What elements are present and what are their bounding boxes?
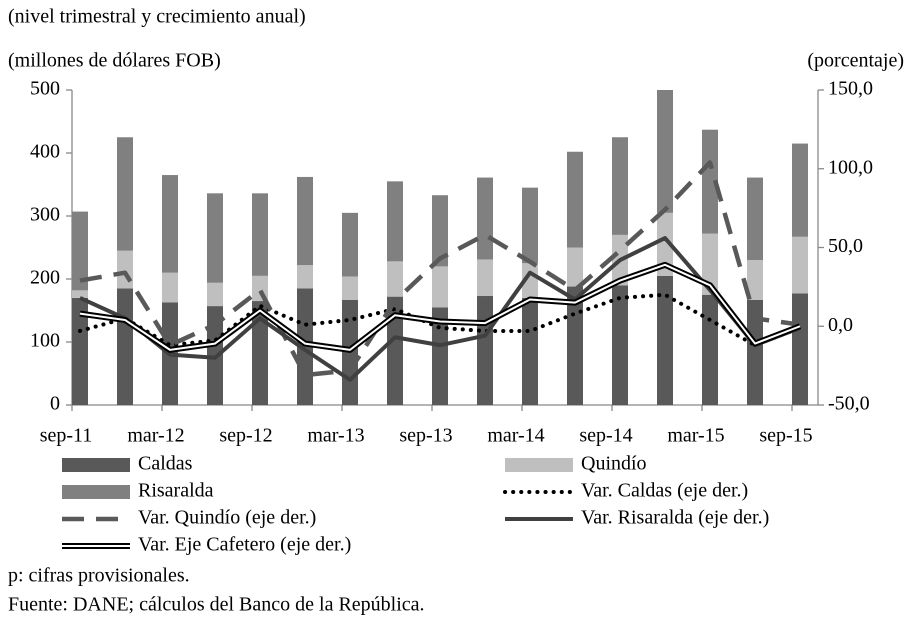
bar: [342, 212, 358, 277]
bar: [117, 250, 133, 289]
y-tick-label: 100: [30, 330, 60, 352]
bar: [747, 177, 763, 261]
legend-swatch: [62, 458, 130, 472]
line-series-inner: [79, 263, 801, 351]
legend-label: Var. Risaralda (eje der.): [581, 507, 769, 529]
bar: [792, 293, 808, 405]
x-tick-label: sep-13: [399, 425, 452, 447]
legend-label: Risaralda: [138, 480, 214, 502]
x-tick-label: sep-15: [759, 425, 812, 447]
bar: [567, 286, 583, 405]
x-tick-label: sep-11: [40, 425, 93, 447]
bar: [522, 187, 538, 264]
x-tick-label: mar-15: [667, 425, 724, 447]
bar: [477, 177, 493, 260]
bar: [477, 259, 493, 297]
note: Fuente: DANE; cálculos del Banco de la R…: [8, 594, 425, 616]
x-tick-label: sep-12: [219, 425, 272, 447]
legend-swatch: [505, 458, 573, 472]
bar: [72, 290, 88, 298]
bar: [387, 261, 403, 297]
bar: [747, 260, 763, 300]
bar: [657, 212, 673, 276]
bar: [432, 266, 448, 308]
y-tick-label: 400: [30, 141, 60, 163]
bar: [612, 285, 628, 405]
bar: [567, 247, 583, 287]
y-tick-label: 300: [30, 204, 60, 226]
bar: [522, 297, 538, 405]
x-tick-label: sep-14: [579, 425, 632, 447]
line-series: [79, 236, 801, 382]
bar: [117, 288, 133, 405]
bar: [297, 288, 313, 405]
bar: [702, 233, 718, 295]
y2-tick-label: -50,0: [828, 393, 870, 415]
y2-tick-label: 100,0: [828, 156, 873, 178]
legend-label: Var. Quindío (eje der.): [138, 507, 316, 529]
y-axis-label: (millones de dólares FOB): [8, 50, 221, 72]
line-series: [78, 292, 802, 348]
bar: [207, 193, 223, 283]
legend-label: Var. Caldas (eje der.): [581, 480, 748, 502]
legend-label: Quindío: [581, 453, 647, 475]
legend-swatch: [62, 485, 130, 499]
bar: [702, 294, 718, 405]
bar: [72, 297, 88, 405]
y-tick-label: 0: [50, 393, 60, 415]
bar: [252, 301, 268, 405]
chart-subtitle: (nivel trimestral y crecimiento anual): [8, 6, 306, 28]
bar: [657, 90, 673, 213]
y2-axis-label: (porcentaje): [807, 50, 904, 72]
y-tick-label: 200: [30, 267, 60, 289]
bar: [72, 211, 88, 291]
bar: [567, 151, 583, 248]
bar: [207, 282, 223, 307]
bar: [432, 307, 448, 405]
bar: [162, 272, 178, 303]
bar: [792, 143, 808, 237]
x-tick-label: mar-13: [307, 425, 364, 447]
y2-tick-label: 50,0: [828, 235, 863, 257]
bar: [477, 296, 493, 405]
note: p: cifras provisionales.: [8, 565, 190, 587]
line-series: [79, 160, 801, 378]
bar: [297, 265, 313, 289]
bar: [612, 137, 628, 235]
bar: [702, 129, 718, 234]
bar: [432, 195, 448, 267]
bar: [522, 263, 538, 298]
bar: [342, 276, 358, 300]
bar: [162, 175, 178, 273]
y2-tick-label: 0,0: [828, 314, 853, 336]
x-tick-label: mar-12: [127, 425, 184, 447]
legend-label: Caldas: [138, 453, 193, 475]
bar: [117, 137, 133, 251]
bar: [387, 181, 403, 262]
y-tick-label: 500: [30, 78, 60, 100]
bar: [792, 236, 808, 294]
legend-label: Var. Eje Cafetero (eje der.): [138, 534, 351, 556]
bar: [297, 176, 313, 266]
y2-tick-label: 150,0: [828, 78, 873, 100]
bar: [747, 299, 763, 405]
x-tick-label: mar-14: [487, 425, 544, 447]
bar: [657, 275, 673, 405]
bar: [252, 193, 268, 276]
bar: [387, 296, 403, 405]
